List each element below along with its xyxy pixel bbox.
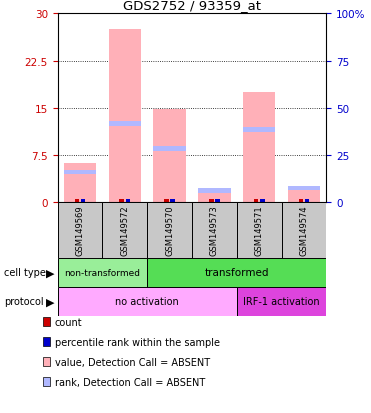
Text: GSM149573: GSM149573 xyxy=(210,205,219,256)
Bar xyxy=(237,287,326,316)
Bar xyxy=(198,189,230,202)
Text: no activation: no activation xyxy=(115,297,179,306)
Bar xyxy=(170,200,175,202)
Text: protocol: protocol xyxy=(4,297,43,306)
Bar xyxy=(109,122,141,126)
Bar xyxy=(147,202,192,258)
Text: ▶: ▶ xyxy=(46,268,54,278)
Bar xyxy=(282,202,326,258)
Bar xyxy=(64,170,96,175)
Bar xyxy=(126,200,130,202)
Bar xyxy=(109,30,141,202)
Bar xyxy=(192,202,237,258)
Bar xyxy=(243,128,275,133)
Text: value, Detection Call = ABSENT: value, Detection Call = ABSENT xyxy=(55,357,210,367)
Bar xyxy=(58,258,147,287)
Bar xyxy=(164,200,169,202)
Text: ▶: ▶ xyxy=(46,297,54,306)
Bar xyxy=(154,110,186,202)
Text: cell type: cell type xyxy=(4,268,46,278)
Bar xyxy=(58,202,102,258)
Bar xyxy=(102,202,147,258)
Text: IRF-1 activation: IRF-1 activation xyxy=(243,297,320,306)
Text: transformed: transformed xyxy=(204,268,269,278)
Text: GSM149569: GSM149569 xyxy=(75,205,85,256)
Bar xyxy=(254,200,258,202)
Bar xyxy=(299,200,303,202)
Bar xyxy=(81,200,85,202)
Bar xyxy=(154,147,186,151)
Title: GDS2752 / 93359_at: GDS2752 / 93359_at xyxy=(123,0,261,12)
Bar xyxy=(305,200,309,202)
Bar xyxy=(75,200,79,202)
Text: percentile rank within the sample: percentile rank within the sample xyxy=(55,337,220,347)
Bar xyxy=(288,186,320,191)
Bar xyxy=(58,287,237,316)
Text: GSM149571: GSM149571 xyxy=(255,205,264,256)
Text: GSM149570: GSM149570 xyxy=(165,205,174,256)
Text: GSM149574: GSM149574 xyxy=(299,205,309,256)
Bar xyxy=(215,200,220,202)
Text: count: count xyxy=(55,317,82,327)
Bar xyxy=(119,200,124,202)
Text: rank, Detection Call = ABSENT: rank, Detection Call = ABSENT xyxy=(55,377,205,387)
Text: non-transformed: non-transformed xyxy=(64,268,140,277)
Bar xyxy=(198,189,230,193)
Bar xyxy=(260,200,265,202)
Bar xyxy=(237,202,282,258)
Bar xyxy=(288,187,320,202)
Text: GSM149572: GSM149572 xyxy=(120,205,129,256)
Bar xyxy=(147,258,326,287)
Bar xyxy=(64,164,96,202)
Bar xyxy=(209,200,214,202)
Bar xyxy=(243,93,275,202)
